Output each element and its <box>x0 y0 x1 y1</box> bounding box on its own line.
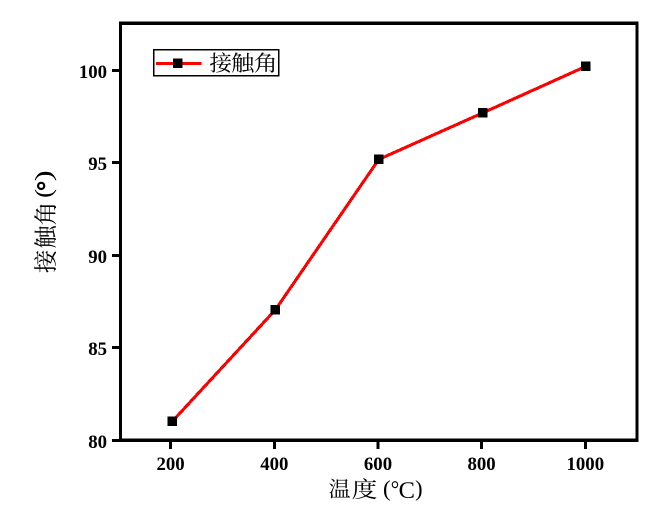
svg-text:80: 80 <box>88 432 107 453</box>
svg-text:200: 200 <box>157 454 185 475</box>
svg-text:95: 95 <box>88 154 107 175</box>
svg-text:600: 600 <box>364 454 392 475</box>
svg-text:1000: 1000 <box>567 454 605 475</box>
svg-text:85: 85 <box>88 339 107 360</box>
svg-text:100: 100 <box>79 62 107 83</box>
svg-text:90: 90 <box>88 247 107 268</box>
svg-text:800: 800 <box>468 454 496 475</box>
svg-text:400: 400 <box>260 454 288 475</box>
